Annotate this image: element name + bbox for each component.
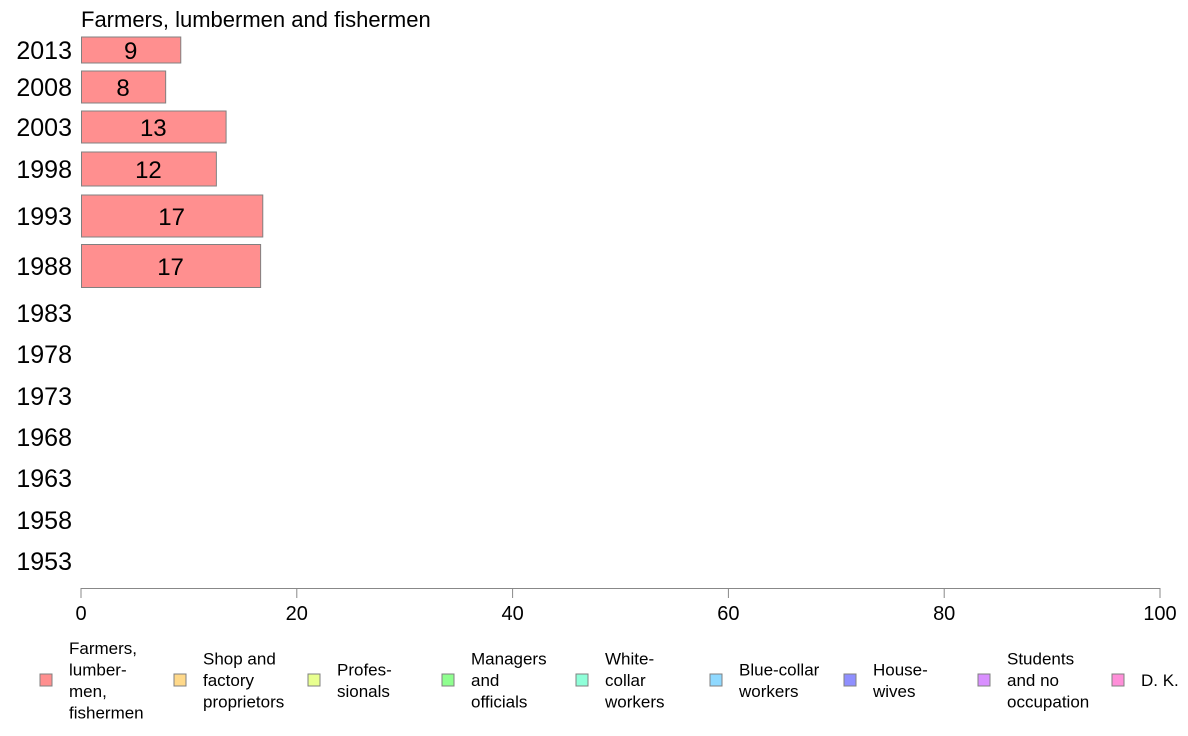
x-tick-label-100: 100 [1143, 603, 1176, 625]
year-label-1978: 1978 [16, 341, 72, 369]
bar-value-label-1993: 17 [158, 204, 185, 231]
bar-1998 [81, 151, 217, 187]
legend-label-3: Profes-sionals [337, 660, 392, 701]
legend-label-9: D. K. [1141, 671, 1179, 690]
legend-swatch-5 [575, 673, 589, 687]
legend-label-4: Managers and officials [471, 650, 547, 712]
legend-label-2: Shop and factory proprietors [203, 650, 284, 712]
legend-swatch-3 [307, 673, 321, 687]
legend-label-6: Blue-collar workers [738, 660, 820, 701]
legend-swatch-8 [977, 673, 991, 687]
x-tick-label-40: 40 [501, 603, 523, 625]
legend: Farmers, lumber-men, fishermen Shop and fact… [39, 639, 1179, 723]
legend-label-5: White-collar workers [604, 650, 665, 712]
x-tick-label-80: 80 [933, 603, 955, 625]
year-label-1963: 1963 [16, 465, 72, 493]
bar-value-label-2003: 13 [140, 115, 167, 142]
bars-group: 9 8 13 12 17 17 [81, 36, 264, 288]
year-label-1973: 1973 [16, 383, 72, 411]
legend-swatch-7 [843, 673, 857, 687]
legend-swatch-9 [1111, 673, 1125, 687]
year-label-1953: 1953 [16, 548, 72, 576]
legend-swatch-1 [39, 673, 53, 687]
bar-value-label-1988: 17 [157, 254, 184, 281]
bar-2013 [81, 36, 182, 64]
legend-label-1: Farmers, lumber-men, fishermen [69, 639, 144, 723]
year-label-2008: 2008 [16, 74, 72, 102]
year-label-1958: 1958 [16, 507, 72, 535]
legend-swatch-2 [173, 673, 187, 687]
bar-1993 [81, 194, 264, 238]
chart-title: Farmers, lumbermen and fishermen [81, 7, 431, 32]
x-tick-label-60: 60 [717, 603, 739, 625]
year-labels: 2013 2008 2003 1998 1993 1988 1983 1978 1973 1968… [16, 37, 72, 576]
bar-value-label-2008: 8 [116, 75, 129, 102]
bar-2003 [81, 110, 227, 144]
year-label-1998: 1998 [16, 156, 72, 184]
year-label-1983: 1983 [16, 300, 72, 328]
x-tick-label-20: 20 [286, 603, 308, 625]
x-tick-label-0: 0 [75, 603, 86, 625]
bar-1988 [81, 244, 262, 288]
year-label-2013: 2013 [16, 37, 72, 65]
bar-value-label-1998: 12 [135, 157, 162, 184]
year-label-1993: 1993 [16, 203, 72, 231]
legend-label-8: Students and no occupation [1007, 650, 1089, 712]
legend-label-7: House-wives [872, 660, 928, 701]
bar-value-label-2013: 9 [124, 38, 137, 65]
year-label-1968: 1968 [16, 424, 72, 452]
year-label-1988: 1988 [16, 253, 72, 281]
bar-2008 [81, 70, 167, 104]
legend-swatch-6 [709, 673, 723, 687]
year-label-2003: 2003 [16, 114, 72, 142]
legend-swatch-4 [441, 673, 455, 687]
x-axis-ticks: 0 20 40 60 80 100 [75, 588, 1177, 625]
